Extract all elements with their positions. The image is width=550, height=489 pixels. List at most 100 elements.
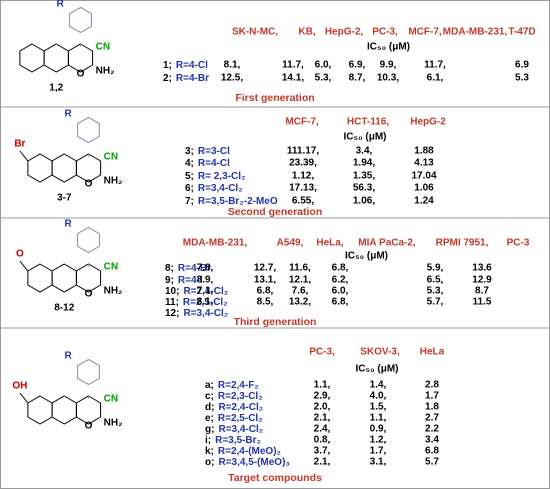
substituent: OH (12, 381, 27, 392)
column-header: T-47D (508, 27, 535, 38)
cell-value: 1.94, (353, 158, 375, 169)
row-label: 3; R=3-Cl (185, 146, 230, 157)
compound-id: 1,2 (49, 83, 63, 94)
row-label: 5; R= 2,3-Cl₂ (185, 171, 245, 182)
column-header: HCT-116, (347, 117, 389, 128)
cell-value: 5.3, (315, 73, 332, 84)
cell-value: 1.7, (370, 446, 387, 457)
cell-value: 7.6, (292, 286, 309, 297)
cell-value: 13.1, (254, 275, 276, 286)
ring (69, 6, 92, 34)
label-cn: CN (104, 262, 118, 273)
cell-value: 1.88 (414, 146, 434, 157)
compound-number: d; (205, 402, 214, 413)
subheader: IC₅₀ (μM) (367, 42, 410, 53)
label-nh2: NH₂ (96, 66, 115, 77)
bond (19, 260, 29, 272)
substituent-r: R=3,5-Br₂ (215, 435, 261, 446)
cell-value: 6.5, (427, 275, 444, 286)
cell-value: 3.7, (314, 446, 331, 457)
column-header: MCF-7, (408, 27, 442, 38)
substituent-r: R=2,4-Cl₂ (218, 402, 263, 413)
column-header: HepG-2 (410, 117, 446, 128)
cell-value: 4.0, (370, 391, 387, 402)
compound-number: 10; (165, 286, 179, 297)
substituent-r: R=3,4-Cl₂ (198, 183, 243, 194)
cell-value: 2.0, (314, 402, 331, 413)
substituent-r: R=2,4-(MeO)₂ (218, 446, 281, 457)
caption: Target compounds (228, 472, 322, 484)
cell-value: 6.8, (257, 286, 274, 297)
column-header: MDA-MB-231, (183, 238, 248, 249)
compound-number: o; (205, 457, 214, 468)
cell-value: 8.1, (224, 60, 241, 71)
label-r: R (64, 219, 72, 230)
compound-id: 8-12 (54, 303, 74, 314)
cell-value: 1.35, (353, 171, 375, 182)
compound-id: 3-7 (57, 193, 72, 204)
label-cn: CN (104, 152, 118, 163)
cell-value: 17.13, (289, 183, 317, 194)
compound-number: g; (205, 424, 214, 435)
cell-value: 6.1, (427, 73, 444, 84)
row-label: c; R=2,3-Cl₂ (205, 391, 263, 402)
cell-value: 5.3, (427, 286, 444, 297)
label-r: R (64, 109, 72, 120)
substituent-r: R=2,4-Cl₂ (183, 286, 228, 297)
cell-value: 9.9, (380, 60, 397, 71)
row-label: a; R=2,4-F₂ (205, 380, 259, 391)
column-header: SK-N-MC, (232, 27, 278, 38)
substituent: O (16, 249, 24, 260)
ring (77, 358, 100, 386)
column-header: A549, (277, 238, 304, 249)
compound-number: 7; (185, 196, 194, 207)
substituent-r: R=4-Cl (176, 60, 208, 71)
cell-value: 6.8, (332, 263, 349, 274)
cell-value: 1.2, (370, 435, 387, 446)
compound-number: 11; (165, 297, 179, 308)
cell-value: 6.8, (332, 297, 349, 308)
cell-value: 3.1, (370, 457, 387, 468)
cell-value: 8.9, (197, 275, 214, 286)
column-header: KB, (298, 27, 315, 38)
cell-value: 8.1, (197, 297, 214, 308)
label-cn: CN (96, 42, 110, 53)
cell-value: 8.7, (349, 73, 366, 84)
column-header: RPMI 7951, (436, 238, 489, 249)
cell-value: 17.04 (411, 171, 436, 182)
cell-value: 1.4, (370, 380, 387, 391)
cell-value: 5.3 (515, 73, 529, 84)
compound-number: a; (205, 380, 214, 391)
cell-value: 56.3, (353, 183, 375, 194)
subheader: IC₅₀ (μM) (356, 364, 399, 375)
ring (77, 116, 100, 144)
cell-value: 2.8 (425, 380, 439, 391)
cell-value: 6.0, (332, 286, 349, 297)
subheader: IC₅₀ (μM) (345, 251, 388, 262)
substituent-r: R=4-Br (178, 263, 211, 274)
ring (75, 395, 102, 425)
cell-value: 6.9 (515, 60, 529, 71)
caption: Third generation (234, 316, 317, 328)
row-label: 1; R=4-Cl (163, 60, 208, 71)
cell-value: 2.4, (314, 424, 331, 435)
row-label: i; R=3,5-Br₂ (205, 435, 261, 446)
substituent-r: R=3,5-Br₂-2-MeO (198, 196, 278, 207)
cell-value: 11.6, (289, 263, 311, 274)
row-label: e; R=2,5-Cl₂ (205, 413, 263, 424)
cell-value: 7.8, (197, 263, 214, 274)
cell-value: 1.12, (292, 171, 314, 182)
cell-value: 1.7 (425, 391, 439, 402)
compound-number: 12; (165, 308, 179, 319)
compound-number: 8; (165, 263, 174, 274)
column-header: MCF-7, (285, 117, 319, 128)
row-label: 10; R=2,4-Cl₂ (165, 286, 228, 297)
row-label: g; R=3,4-Cl₂ (205, 424, 263, 435)
cell-value: 1.1, (370, 413, 387, 424)
substituent-r: R=4-Br (176, 73, 209, 84)
compound-number: c; (205, 391, 214, 402)
cell-value: 1.06 (414, 183, 434, 194)
ring (77, 226, 100, 254)
row-label: d; R=2,4-Cl₂ (205, 402, 263, 413)
